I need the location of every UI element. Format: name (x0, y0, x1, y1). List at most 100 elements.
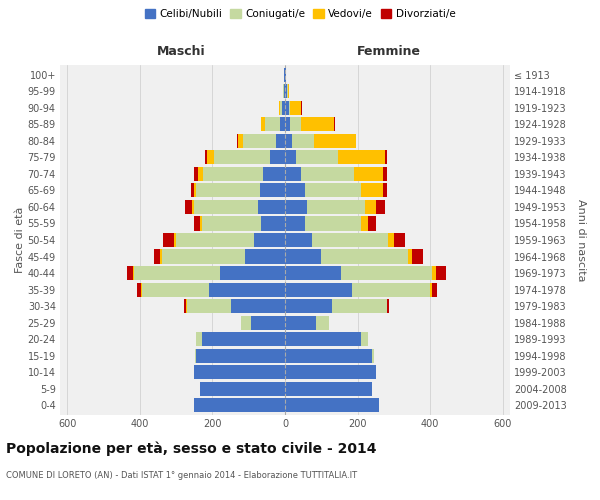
Bar (305, 216, 361, 230)
Bar (365, 200, 376, 214)
Bar (430, 282, 432, 296)
Bar (238, 134, 243, 148)
Bar (290, 101, 301, 115)
Bar (285, 118, 290, 132)
Bar (312, 233, 388, 247)
Bar (260, 184, 285, 198)
Bar (134, 266, 220, 280)
Bar (301, 118, 334, 132)
Bar (361, 332, 368, 346)
Bar (383, 167, 386, 181)
Bar (191, 184, 194, 198)
Bar (285, 282, 352, 296)
Bar (301, 167, 354, 181)
Legend: Celibi/Nubili, Coniugati/e, Vedovi/e, Divorziati/e: Celibi/Nubili, Coniugati/e, Vedovi/e, Di… (140, 5, 460, 24)
Bar (334, 118, 335, 132)
Bar (383, 184, 386, 198)
Bar (292, 134, 314, 148)
Bar (361, 216, 368, 230)
Y-axis label: Anni di nascita: Anni di nascita (577, 198, 586, 281)
Bar (287, 84, 289, 98)
Bar (316, 316, 329, 330)
Bar (436, 266, 446, 280)
Bar (290, 118, 301, 132)
Bar (285, 365, 376, 379)
Bar (258, 200, 285, 214)
Bar (263, 167, 285, 181)
Bar (194, 398, 285, 412)
Bar (184, 299, 186, 313)
Bar (285, 348, 372, 362)
Bar (284, 84, 285, 98)
Bar (207, 150, 214, 164)
Bar (260, 118, 262, 132)
Bar (321, 250, 409, 264)
Bar (305, 184, 361, 198)
Bar (202, 332, 285, 346)
Bar (352, 282, 430, 296)
Bar (137, 282, 141, 296)
Bar (214, 150, 271, 164)
Bar (285, 101, 289, 115)
Bar (202, 216, 262, 230)
Bar (198, 167, 203, 181)
Bar (280, 118, 285, 132)
Bar (262, 118, 265, 132)
Bar (279, 101, 280, 115)
Bar (394, 233, 405, 247)
Bar (196, 184, 260, 198)
Bar (154, 250, 160, 264)
Bar (194, 216, 200, 230)
Bar (276, 134, 285, 148)
Bar (285, 167, 301, 181)
Bar (332, 299, 386, 313)
Bar (289, 101, 290, 115)
Bar (285, 233, 312, 247)
Bar (200, 382, 285, 396)
Bar (285, 134, 292, 148)
Text: Popolazione per età, sesso e stato civile - 2014: Popolazione per età, sesso e stato civil… (6, 441, 377, 456)
Bar (284, 68, 285, 82)
Bar (285, 200, 307, 214)
Bar (209, 282, 285, 296)
Bar (285, 332, 361, 346)
Bar (220, 266, 285, 280)
Text: Maschi: Maschi (157, 45, 206, 58)
Bar (196, 332, 202, 346)
Bar (285, 84, 287, 98)
Bar (341, 266, 432, 280)
Bar (161, 250, 245, 264)
Bar (251, 316, 285, 330)
Bar (388, 233, 394, 247)
Bar (230, 299, 285, 313)
Bar (285, 150, 296, 164)
Bar (141, 282, 142, 296)
Bar (361, 184, 383, 198)
Bar (243, 134, 276, 148)
Bar (194, 200, 258, 214)
Bar (432, 282, 437, 296)
Bar (285, 266, 341, 280)
Bar (285, 382, 372, 396)
Bar (432, 266, 436, 280)
Bar (133, 266, 134, 280)
Bar (185, 200, 193, 214)
Bar (354, 167, 383, 181)
Bar (160, 250, 161, 264)
Y-axis label: Fasce di età: Fasce di età (14, 207, 25, 273)
Bar (193, 200, 194, 214)
Bar (237, 134, 238, 148)
Bar (285, 184, 305, 198)
Bar (282, 101, 285, 115)
Bar (409, 250, 412, 264)
Bar (196, 348, 285, 362)
Bar (388, 299, 389, 313)
Bar (163, 233, 175, 247)
Text: COMUNE DI LORETO (AN) - Dati ISTAT 1° gennaio 2014 - Elaborazione TUTTITALIA.IT: COMUNE DI LORETO (AN) - Dati ISTAT 1° ge… (6, 470, 357, 480)
Bar (314, 134, 356, 148)
Bar (194, 167, 198, 181)
Bar (296, 150, 338, 164)
Bar (254, 233, 285, 247)
Bar (376, 200, 385, 214)
Bar (176, 233, 254, 247)
